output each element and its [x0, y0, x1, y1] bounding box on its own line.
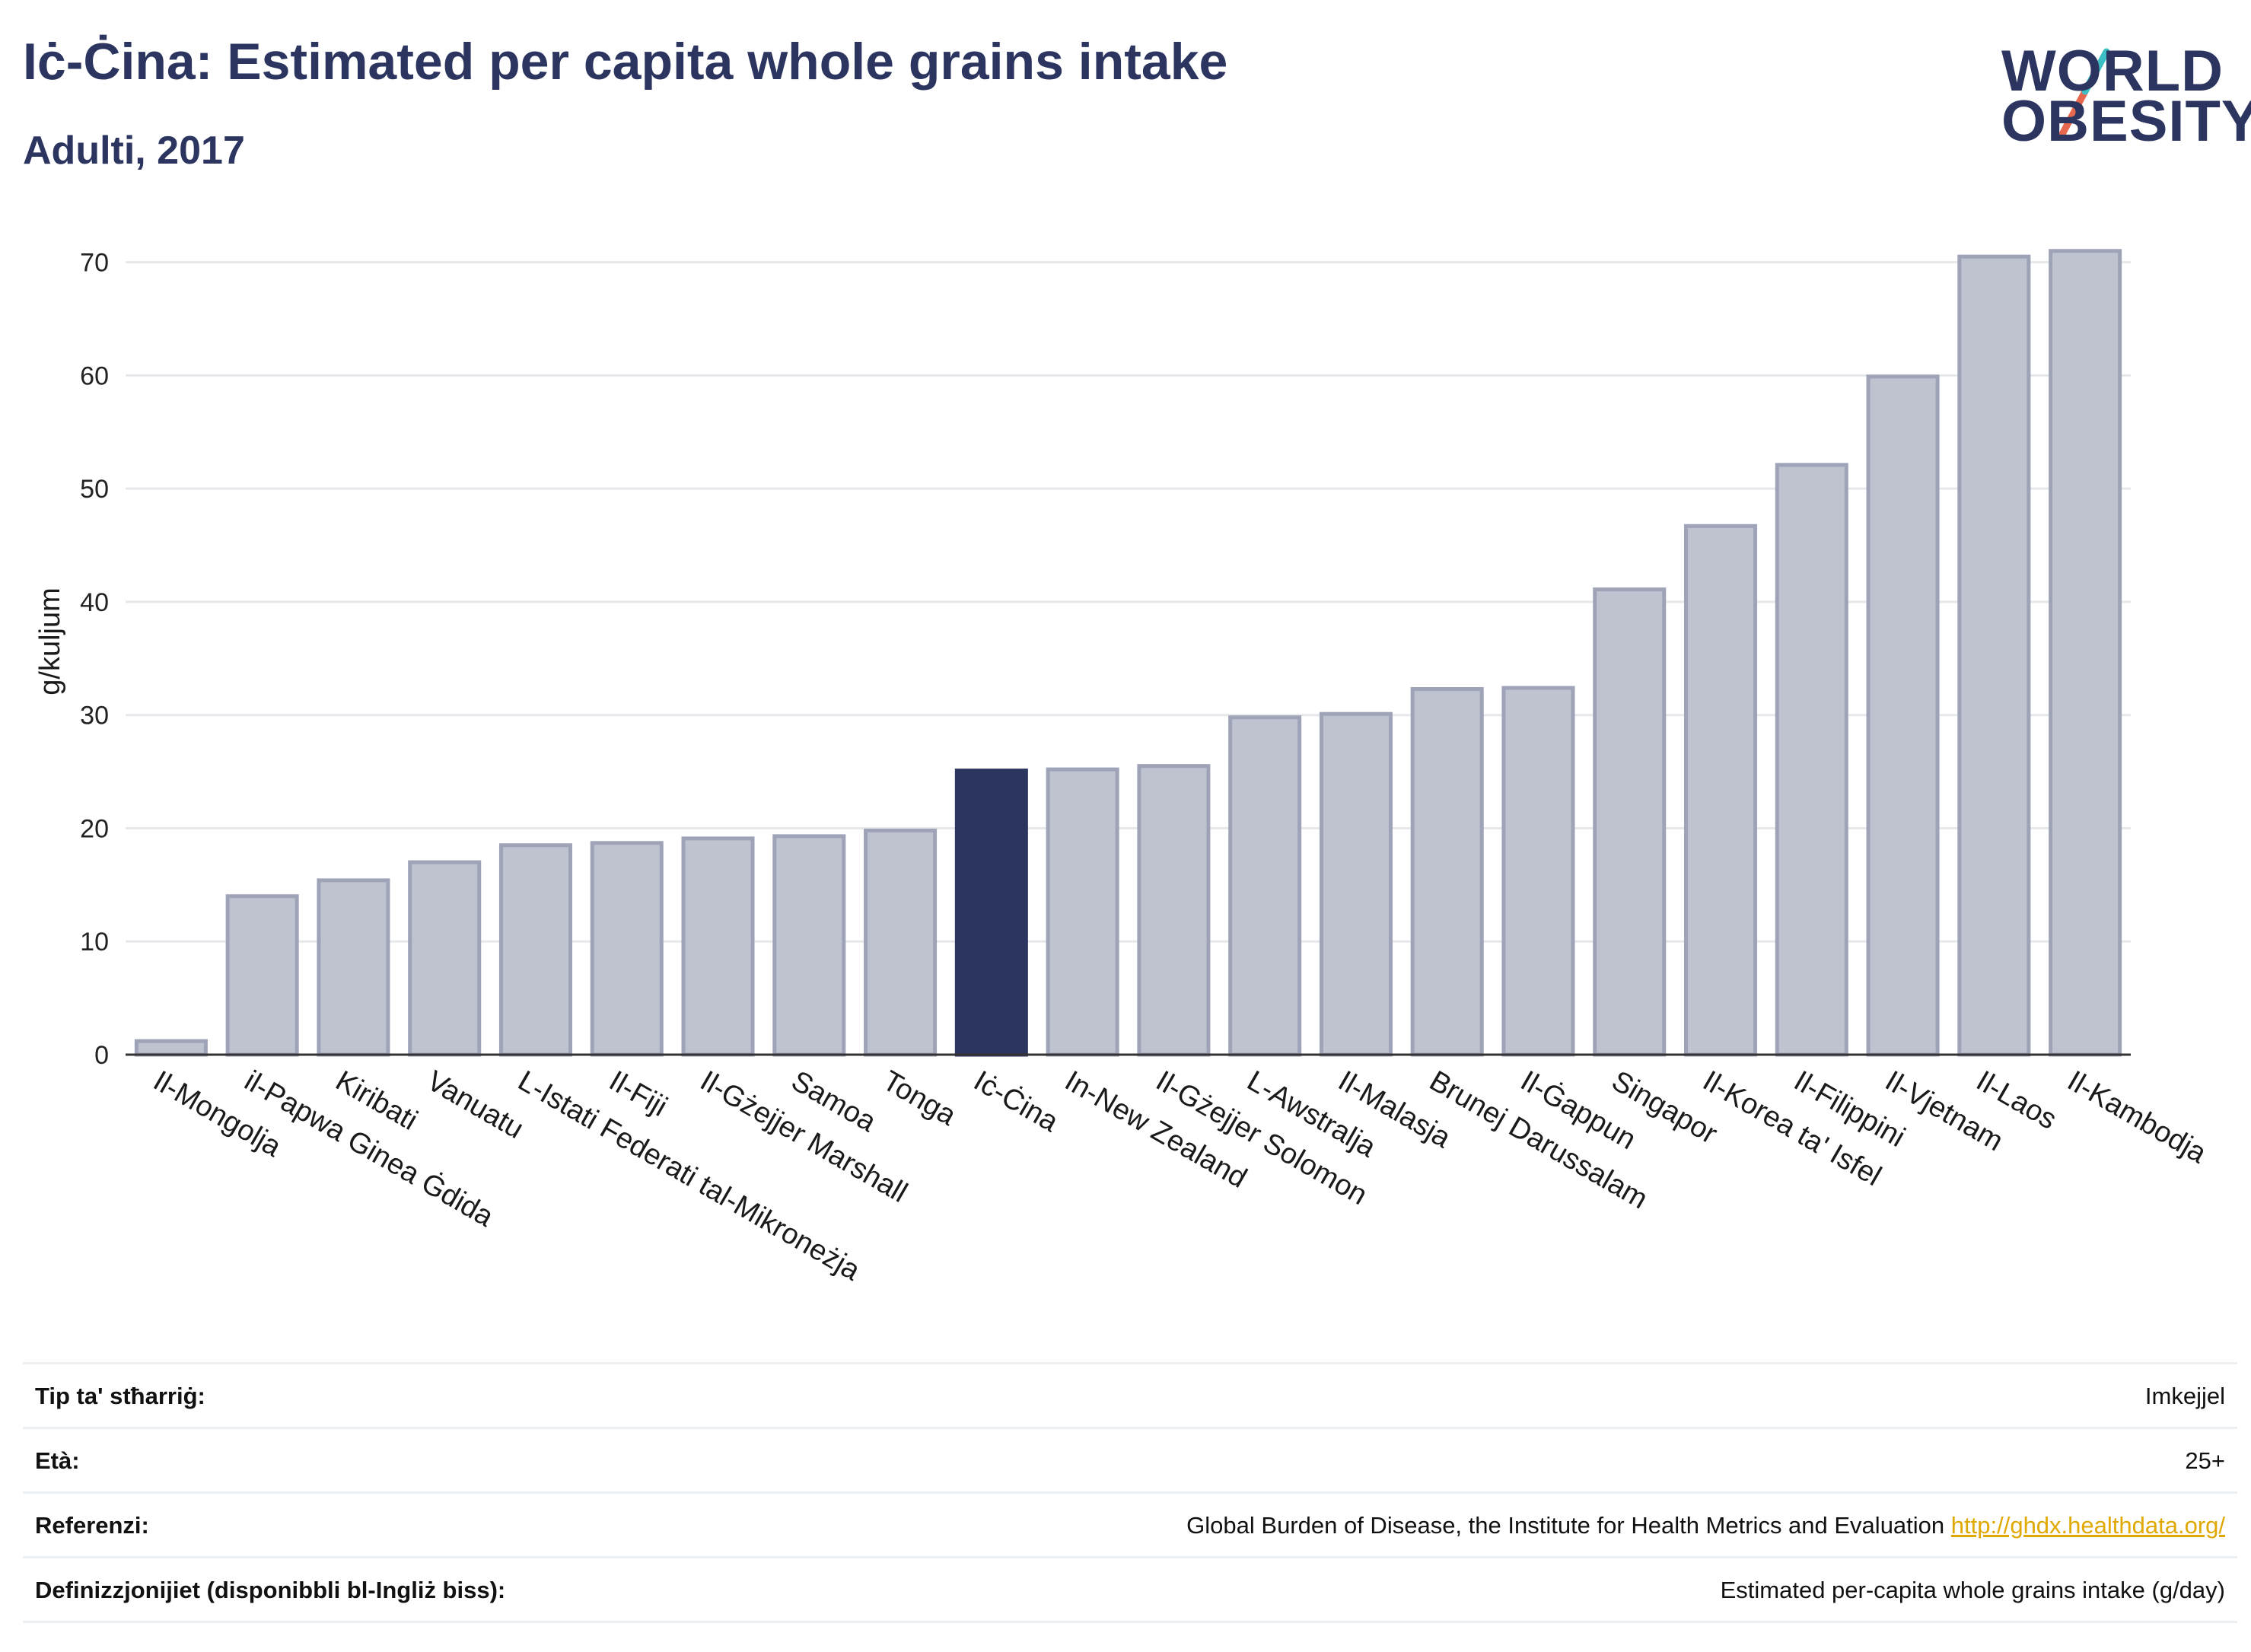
x-tick-label: Iċ-Ċina	[968, 1064, 1065, 1139]
bar	[1137, 764, 1211, 1057]
bar	[681, 836, 755, 1057]
x-tick-label: Il-Kambodja	[2062, 1065, 2212, 1170]
chart-subtitle: Adulti, 2017	[23, 129, 245, 173]
y-tick-label: 60	[80, 361, 109, 390]
bar	[1866, 374, 1940, 1057]
info-key: Tip ta' stħarriġ:	[35, 1383, 205, 1409]
x-tick-label: Tonga	[877, 1065, 962, 1132]
y-tick-label: 20	[80, 814, 109, 843]
y-tick-label: 40	[80, 588, 109, 617]
y-tick-label: 10	[80, 928, 109, 957]
info-row-definitions: Definizzjonijiet (disponibbli bl-Ingliż …	[23, 1556, 2237, 1623]
y-tick-label: 30	[80, 702, 109, 731]
bar	[590, 841, 664, 1057]
info-key: Definizzjonijiet (disponibbli bl-Ingliż …	[35, 1577, 506, 1603]
bar	[1775, 463, 1848, 1057]
bar	[1410, 686, 1484, 1057]
bar	[1228, 715, 1302, 1057]
reference-text: Global Burden of Disease, the Institute …	[1186, 1512, 1945, 1539]
bar	[1319, 711, 1393, 1057]
info-table: Tip ta' stħarriġ: Imkejjel Età: 25+ Refe…	[23, 1362, 2237, 1623]
info-key: Referenzi:	[35, 1512, 149, 1539]
info-value: Estimated per-capita whole grains intake…	[1720, 1577, 2225, 1603]
logo-line-world: WORLD	[2001, 39, 2224, 103]
bar	[772, 834, 846, 1057]
bar-chart: 010203040506070g/kuljumIl-Mongoljail-Pap…	[34, 249, 2212, 1288]
bar	[317, 878, 390, 1057]
y-axis-label: g/kuljum	[34, 587, 66, 695]
logo-slash-icon	[2057, 48, 2110, 141]
chart-title: Iċ-Ċina: Estimated per capita whole grai…	[23, 33, 1228, 91]
info-value: Global Burden of Disease, the Institute …	[1186, 1512, 2225, 1539]
reference-link[interactable]: http://ghdx.healthdata.org/	[1950, 1512, 2225, 1539]
y-tick-label: 50	[80, 475, 109, 504]
bar	[864, 828, 938, 1057]
bar	[1046, 767, 1119, 1057]
bar	[1957, 254, 2031, 1057]
world-obesity-logo: WORLD OBESITY	[1979, 23, 2251, 160]
y-tick-label: 0	[94, 1041, 109, 1070]
bar	[225, 894, 299, 1057]
bar-highlighted	[954, 769, 1028, 1057]
logo-line-obesity: OBESITY	[2001, 89, 2251, 154]
info-row-references: Referenzi: Global Burden of Disease, the…	[23, 1491, 2237, 1556]
info-value: 25+	[2185, 1447, 2225, 1474]
info-row-survey-type: Tip ta' stħarriġ: Imkejjel	[23, 1362, 2237, 1427]
bar	[408, 860, 482, 1057]
y-tick-label: 70	[80, 249, 109, 278]
info-row-age: Età: 25+	[23, 1427, 2237, 1491]
info-value: Imkejjel	[2144, 1383, 2225, 1409]
bar	[1684, 524, 1758, 1057]
bar	[2049, 249, 2122, 1057]
bar	[1501, 686, 1575, 1057]
bar	[1593, 587, 1667, 1057]
info-key: Età:	[35, 1447, 80, 1474]
bar	[134, 1039, 208, 1057]
bar	[498, 843, 572, 1057]
x-tick-label: Vanuatu	[422, 1065, 529, 1145]
